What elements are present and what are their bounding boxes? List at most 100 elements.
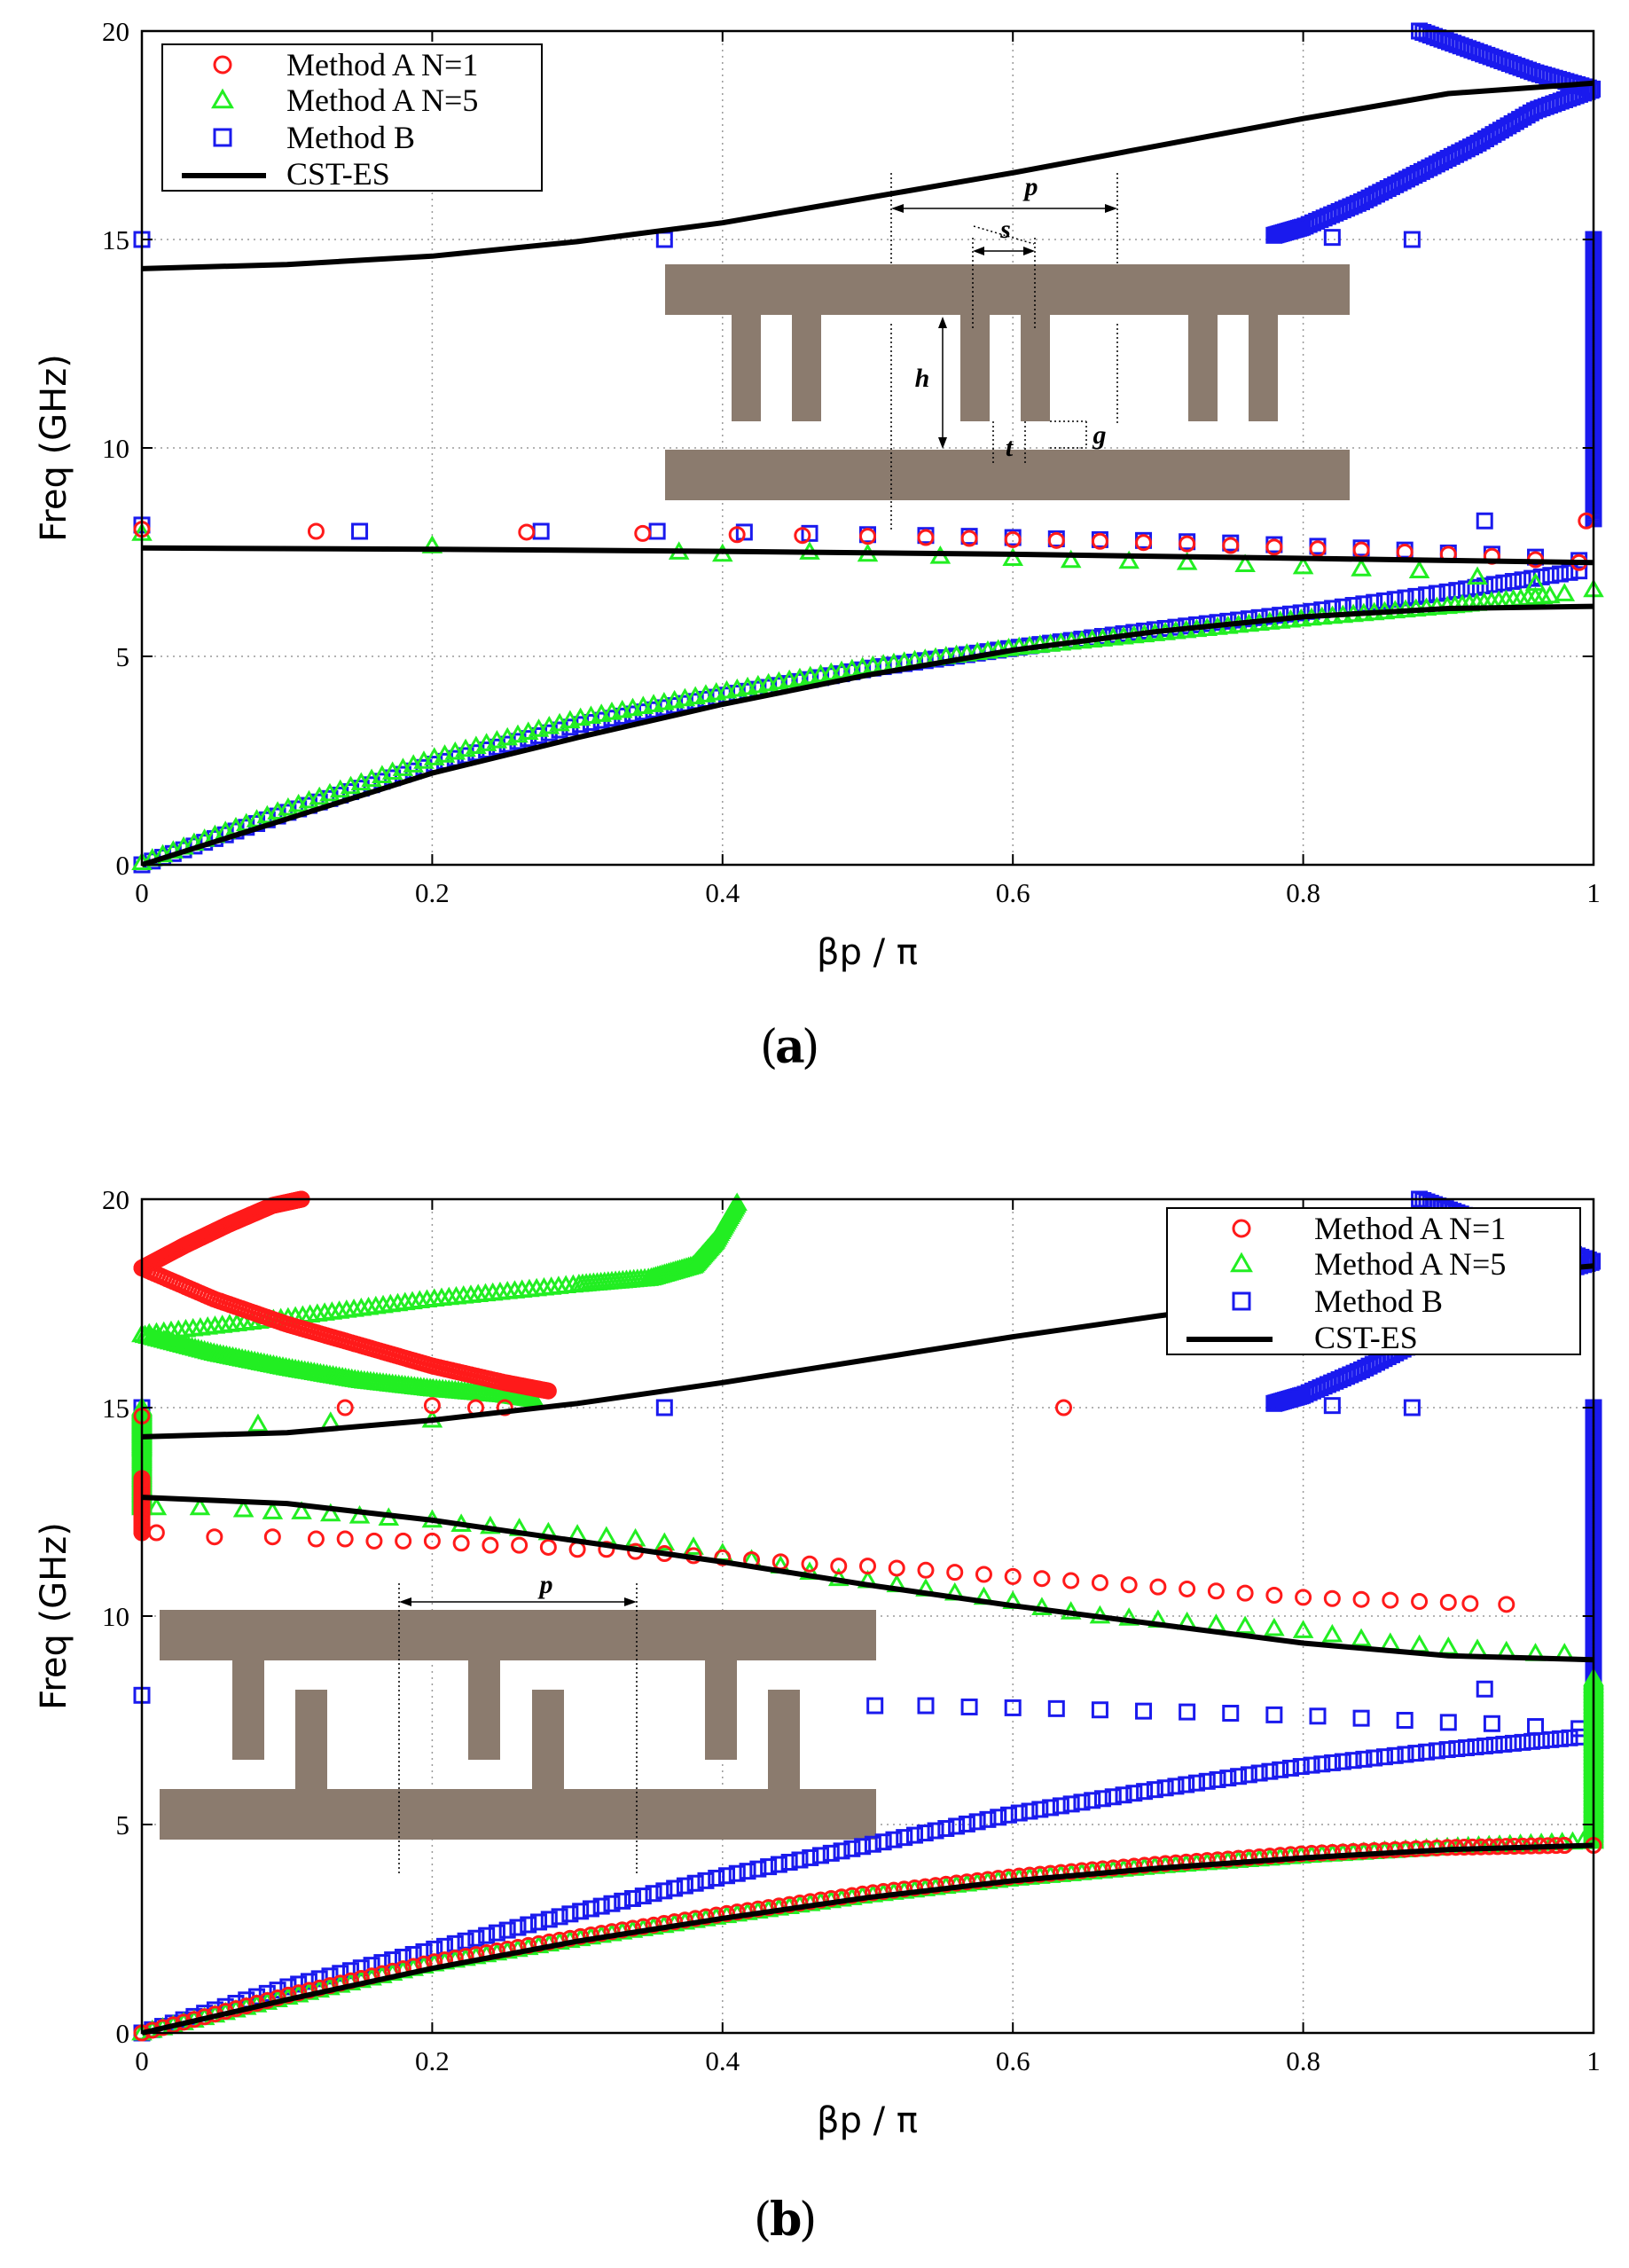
panel-b-series-method-a-n-1-point — [1230, 1849, 1248, 1867]
panel-b-series-method-a-n-1-point — [1031, 1865, 1049, 1883]
panel-b-series-method-a-n-5-point — [1351, 1628, 1372, 1647]
panel-b-series-method-b-point — [905, 1826, 923, 1844]
panel-b-series-method-a-n-1-point — [614, 1921, 631, 1939]
panel-b-series-method-a-n-1-point — [864, 1884, 881, 1902]
panel-a-series-method-b-point — [1366, 593, 1383, 611]
panel-b-series-method-a-n-1-point — [1295, 1589, 1312, 1606]
panel-b-series-method-b-point — [561, 1905, 579, 1923]
panel-a-series-method-a-n-5-point — [1060, 549, 1082, 569]
panel-b-series-method-a-n-1-point — [1382, 1591, 1399, 1609]
panel-b-series-method-a-n-1-point — [624, 1919, 642, 1937]
panel-b-series-method-b-point — [1047, 1699, 1065, 1717]
panel-b-series-method-b-point — [686, 1874, 704, 1892]
inset-a-label-s: s — [999, 215, 1011, 244]
panel-b-series-method-a-n-5-point — [189, 1496, 211, 1516]
panel-b-series-method-b-point — [866, 1697, 884, 1715]
panel-b-series-method-b-point — [1355, 1750, 1373, 1768]
panel-b-series-method-a-n-5-point — [1478, 1834, 1500, 1854]
panel-b-series-method-a-n-1-point — [859, 1558, 876, 1575]
panel-b-series-method-b-point — [478, 1927, 496, 1944]
panel-b-series-method-a-n-1-point — [1084, 1861, 1101, 1879]
panel-b-legend: Method A N=1 Method A N=5 Method B CST-E… — [1166, 1207, 1581, 1355]
panel-b-series-method-a-n-1-point — [843, 1887, 861, 1904]
panel-b-series-method-b-point — [1418, 1743, 1436, 1761]
panel-b-series-method-b-point — [937, 1819, 955, 1837]
panel-b-series-method-b-point — [1334, 1753, 1351, 1770]
panel-b-x-tick-label: 0.6 — [996, 2045, 1030, 2076]
panel-b-series-method-a-n-1-point — [598, 1541, 615, 1558]
panel-b-series-method-a-n-5-point — [247, 1413, 269, 1432]
panel-b-series-method-a-n-1-point — [958, 1873, 975, 1891]
panel-b-series-method-a-n-1-point — [728, 1903, 746, 1921]
panel-b-series-method-a-n-1-point — [206, 1528, 223, 1546]
panel-b-series-method-a-n-1-point — [896, 1880, 913, 1898]
panel-b-series-method-a-n-5-point — [232, 1498, 255, 1518]
panel-b-series-method-a-n-1-point — [452, 1534, 470, 1552]
inset-a-finger — [960, 315, 990, 421]
panel-a-series-method-a-n-1-point — [859, 528, 876, 545]
panel-b-series-method-b-point — [1265, 1394, 1283, 1412]
panel-b-series-method-b-point — [822, 1844, 840, 1862]
panel-b-series-method-a-n-5-point — [1118, 1607, 1140, 1626]
panel-b-series-method-b-point — [1397, 1746, 1414, 1763]
panel-b-series-method-b-point — [1178, 1776, 1195, 1793]
panel-b-series-method-a-n-5-point — [624, 1527, 646, 1547]
panel-b-series-method-a-n-1-point — [1136, 1856, 1154, 1874]
panel-b-series-method-b-point — [655, 1399, 673, 1417]
inset-a-label-g: g — [1093, 420, 1107, 450]
panel-b-x-axis-label: βp / π — [817, 2100, 918, 2141]
panel-b-series-method-b-point — [1084, 1792, 1101, 1809]
panel-a-series-method-a-n-1-point — [794, 527, 811, 545]
panel-b-series-method-a-n-1-point — [1461, 1595, 1479, 1613]
panel-b-series-method-b-point — [1219, 1770, 1237, 1787]
panel-b-caption-open: ( — [754, 2193, 771, 2247]
panel-b-series-method-a-n-1-point — [1265, 1587, 1283, 1604]
legend-a-entry-method-a-n5: Method A N=5 — [286, 82, 478, 118]
panel-b-series-method-a-n-1-point — [1236, 1584, 1254, 1602]
panel-b-series-method-a-n-1-point — [539, 1538, 557, 1556]
panel-b-series-method-b-point — [467, 1929, 485, 1947]
panel-b-series-method-a-n-1-point — [1344, 1842, 1362, 1860]
panel-a-series-method-b-point — [1476, 577, 1494, 595]
panel-b-series-method-b-point — [1261, 1762, 1279, 1780]
panel-b-series-method-b-point — [655, 1882, 673, 1900]
panel-a-series-method-a-n-5-point — [1539, 585, 1561, 604]
panel-b-series-method-a-n-1-point — [874, 1883, 892, 1901]
panel-b-series-method-a-n-1-point — [948, 1874, 966, 1892]
panel-b-series-method-b-point — [1407, 1745, 1425, 1762]
panel-b-series-method-b-point — [1230, 1768, 1248, 1785]
panel-b-inset-diagram: p — [160, 1570, 876, 1876]
panel-b-series-method-b-point — [1031, 1801, 1049, 1818]
panel-b-series-method-b-point — [520, 1916, 537, 1934]
panel-b-series-method-b-point — [958, 1815, 975, 1832]
panel-b-series-method-a-n-1-point — [1209, 1851, 1226, 1869]
panel-b-series-method-a-n-1-point — [770, 1897, 787, 1915]
panel-b-series-method-a-n-5-point — [654, 1532, 676, 1551]
legend-a-marker-triangle — [211, 88, 234, 109]
panel-b-series-method-a-n-1-point — [1021, 1866, 1038, 1884]
panel-b-series-method-a-n-1-point — [1219, 1850, 1237, 1868]
panel-a-x-axis-label: βp / π — [817, 932, 918, 973]
panel-a-x-tick-label: 0.6 — [996, 877, 1030, 908]
panel-b-series-method-b-point — [666, 1880, 684, 1897]
panel-b-series-method-b-point — [551, 1908, 568, 1926]
panel-b-caption-close: ) — [799, 2193, 817, 2247]
panel-b-series-method-b-point — [1073, 1793, 1091, 1811]
panel-b-series-method-b-point — [342, 1962, 360, 1980]
panel-b-series-method-b-point — [1551, 1730, 1569, 1747]
panel-b-series-method-b-point — [728, 1864, 746, 1882]
panel-a-series-method-a-n-5-point — [1234, 553, 1256, 572]
panel-a-series-method-a-n-5-point — [1554, 583, 1576, 601]
panel-a-legend: Method A N=1 Method A N=5 Method B CST-E… — [161, 43, 543, 192]
panel-a-series-method-a-n-5-point — [1292, 555, 1314, 575]
panel-b-x-tick-label: 0.4 — [705, 2045, 740, 2076]
panel-b-series-method-a-n-5-point — [1321, 1623, 1343, 1643]
inset-a-finger — [732, 315, 761, 421]
panel-b-x-tick-label: 0.2 — [415, 2045, 450, 2076]
panel-a-series-method-b-point — [1523, 569, 1541, 587]
panel-b-series-method-a-n-5-point — [1408, 1634, 1430, 1653]
panel-b-series-method-a-n-1-point — [1167, 1854, 1185, 1872]
